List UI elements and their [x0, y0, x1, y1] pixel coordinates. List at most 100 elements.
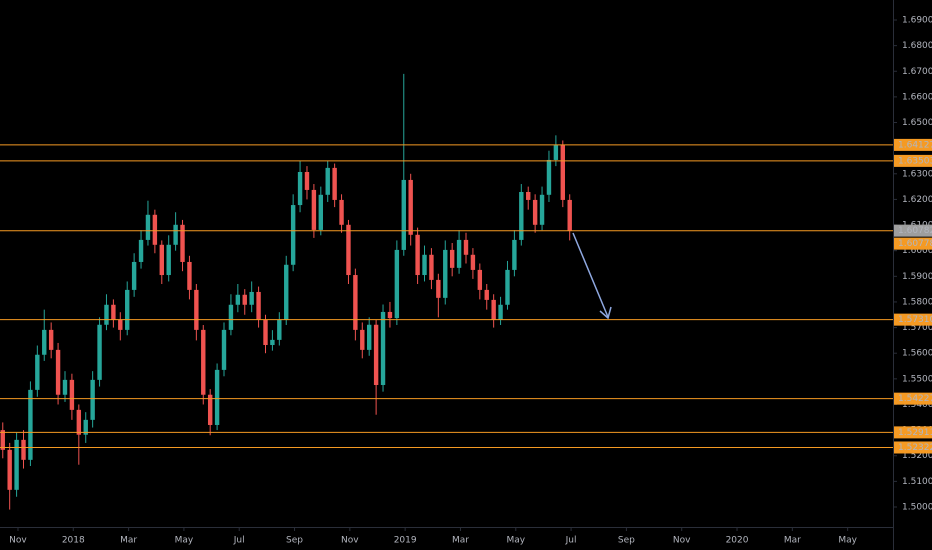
- candle-body: [180, 224, 185, 262]
- candle-body: [373, 324, 379, 385]
- x-tick-label: May: [838, 536, 857, 546]
- x-tick-label: May: [175, 536, 194, 546]
- candle-body: [42, 329, 47, 355]
- level-label-box: [894, 154, 932, 167]
- candle-body: [97, 324, 102, 380]
- candle-body: [380, 311, 386, 385]
- candle-body: [553, 145, 559, 160]
- candle-body: [498, 304, 503, 320]
- candle-body: [76, 409, 82, 435]
- level-label: 1.52911: [898, 428, 932, 438]
- x-tick-label: 2019: [394, 536, 417, 546]
- x-tick-label: 2020: [726, 536, 749, 546]
- y-tick-label: 1.59000: [902, 272, 932, 282]
- candle-body: [408, 179, 413, 235]
- x-tick-label: May: [506, 536, 525, 546]
- plot: [0, 73, 893, 510]
- candle-body: [325, 167, 330, 195]
- candle-body: [263, 319, 268, 346]
- candle-body: [111, 304, 116, 320]
- x-tick-label: Nov: [341, 536, 359, 546]
- x-tick-label: Jul: [565, 536, 577, 546]
- candle-body: [290, 205, 296, 265]
- x-tick-label: Mar: [120, 536, 137, 546]
- candle-body: [297, 171, 303, 206]
- candle-body: [512, 239, 517, 270]
- candle-body: [221, 329, 227, 370]
- level-label: 1.60778: [898, 239, 932, 249]
- candle-body: [394, 249, 400, 319]
- last-price-box: [894, 224, 932, 237]
- candle-body: [69, 379, 75, 410]
- candle-body: [360, 329, 365, 350]
- x-tick-label: Nov: [673, 536, 691, 546]
- candle-body: [456, 239, 462, 268]
- level-label-box: [894, 392, 932, 405]
- y-tick-label: 1.66000: [902, 92, 932, 102]
- candle-body: [415, 234, 420, 276]
- candle-body: [28, 389, 33, 460]
- candle-body: [491, 299, 496, 320]
- candle-body: [277, 319, 282, 340]
- candle-body: [304, 171, 310, 190]
- x-tick-label: Nov: [9, 536, 27, 546]
- candle-body: [443, 249, 448, 298]
- candle-body: [125, 289, 130, 330]
- candle-body: [104, 304, 109, 325]
- candle-body: [560, 145, 565, 200]
- candle-body: [228, 304, 234, 330]
- candle-body: [35, 354, 40, 390]
- candle-body: [339, 199, 344, 225]
- candle-body: [201, 329, 206, 395]
- candle-body: [505, 269, 510, 305]
- x-tick-label: 2018: [62, 536, 85, 546]
- candle-body: [131, 261, 137, 290]
- candle-body: [55, 349, 61, 395]
- y-tick-label: 1.57000: [902, 323, 932, 333]
- candle-body: [422, 254, 427, 276]
- y-tick-label: 1.56000: [902, 349, 932, 359]
- candle-body: [187, 261, 192, 290]
- candle-body: [0, 430, 5, 450]
- level-label: 1.63503: [898, 156, 932, 166]
- x-tick-label: Sep: [286, 536, 303, 546]
- candle-body: [62, 379, 68, 395]
- level-label-box: [894, 426, 932, 439]
- candle-body: [166, 244, 171, 276]
- price-axis: 1.500001.510001.520001.530001.540001.550…: [9, 15, 932, 546]
- candle-body: [539, 194, 545, 225]
- level-label: 1.52322: [898, 443, 932, 453]
- candle-body: [21, 439, 26, 460]
- candle-body: [463, 239, 469, 255]
- x-tick-label: Jul: [233, 536, 245, 546]
- candle-body: [436, 279, 441, 298]
- candle-body: [318, 194, 324, 230]
- candle-body: [152, 214, 158, 245]
- candle-body: [48, 329, 54, 350]
- candle-body: [484, 289, 489, 300]
- candle-body: [346, 224, 351, 276]
- arrow-head: [599, 306, 612, 320]
- y-tick-label: 1.55000: [902, 374, 932, 384]
- candle-body: [353, 275, 358, 330]
- y-tick-label: 1.51000: [902, 477, 932, 487]
- y-tick-label: 1.67000: [902, 67, 932, 77]
- candle-body: [546, 159, 552, 195]
- candle-body: [311, 189, 317, 230]
- y-tick-label: 1.60000: [902, 246, 932, 256]
- forecast-arrow: [572, 232, 612, 320]
- y-tick-label: 1.65000: [902, 118, 932, 128]
- y-tick-label: 1.50000: [902, 503, 932, 513]
- level-label: 1.54227: [898, 394, 932, 404]
- y-tick-label: 1.52000: [902, 451, 932, 461]
- x-tick-label: Mar: [784, 536, 801, 546]
- level-label-box: [894, 237, 932, 250]
- candle-body: [519, 191, 524, 240]
- arrow-shaft: [572, 232, 609, 318]
- candle-body: [83, 419, 88, 435]
- candle-body: [270, 339, 275, 346]
- candle-body: [194, 289, 199, 330]
- candle-body: [242, 294, 247, 305]
- candle-body: [532, 199, 538, 225]
